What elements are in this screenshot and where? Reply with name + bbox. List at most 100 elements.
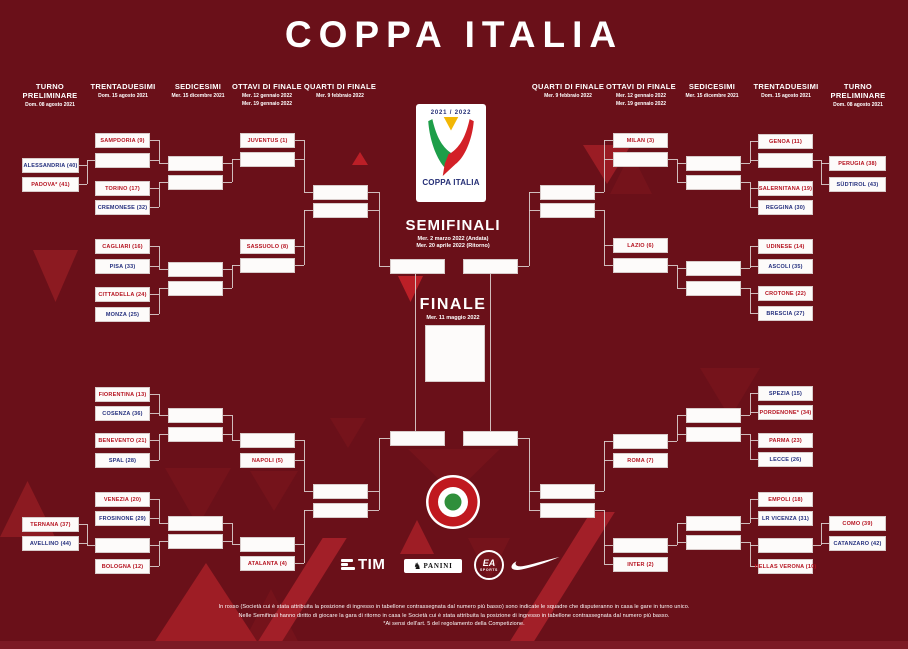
bracket-connector bbox=[604, 460, 613, 461]
team-label: NAPOLI (5) bbox=[251, 457, 284, 464]
bracket-connector bbox=[379, 266, 390, 267]
winner-slot bbox=[168, 156, 223, 171]
panini-logo: ♞ PANINI bbox=[404, 559, 462, 573]
winner-slot bbox=[686, 516, 741, 531]
bracket-connector bbox=[295, 460, 304, 461]
bracket-connector bbox=[604, 545, 613, 546]
team-box: LECCE (26) bbox=[758, 452, 813, 467]
bracket-connector bbox=[304, 491, 313, 492]
bracket-connector bbox=[741, 434, 750, 435]
finale-match-slot bbox=[425, 325, 485, 382]
bracket-connector bbox=[150, 207, 159, 208]
team-box bbox=[613, 152, 668, 167]
bracket-connector bbox=[150, 545, 159, 546]
team-label: MONZA (25) bbox=[105, 311, 140, 318]
team-label: SPEZIA (15) bbox=[768, 390, 803, 397]
bracket-connector bbox=[159, 434, 168, 435]
team-box: AVELLINO (44) bbox=[22, 536, 79, 551]
team-box: FROSINONE (29) bbox=[95, 511, 150, 526]
bracket-connector bbox=[379, 438, 390, 439]
footer-line-1: In rosso (Società cui è stata attribuita… bbox=[218, 604, 690, 610]
bracket-connector bbox=[223, 541, 232, 542]
team-label: PORDENONE* (34) bbox=[759, 409, 812, 416]
bracket-connector bbox=[232, 265, 233, 288]
bracket-connector bbox=[368, 192, 379, 193]
footer-line-3: *Ai sensi dell'art. 5 del regolamento de… bbox=[383, 621, 525, 628]
bracket-connector bbox=[750, 141, 758, 142]
footer-legend: In rosso (Società cui è stata attribuita… bbox=[0, 603, 908, 629]
bracket-connector bbox=[821, 163, 829, 164]
team-label: BOLOGNA (12) bbox=[101, 563, 144, 570]
bracket-connector bbox=[232, 523, 233, 544]
team-box: PISA (33) bbox=[95, 259, 150, 274]
team-box: ASCOLI (35) bbox=[758, 259, 813, 274]
bracket-connector bbox=[87, 524, 88, 545]
bracket-connector bbox=[750, 393, 758, 394]
team-box: CAGLIARI (16) bbox=[95, 239, 150, 254]
team-box: COSENZA (36) bbox=[95, 406, 150, 421]
bracket-connector bbox=[368, 210, 379, 211]
bracket-connector bbox=[604, 140, 605, 192]
bracket-connector bbox=[79, 184, 87, 185]
bracket-connector bbox=[741, 523, 750, 524]
team-box: INTER (2) bbox=[613, 557, 668, 572]
team-label: INTER (2) bbox=[627, 561, 654, 568]
bracket-connector bbox=[677, 159, 678, 182]
bracket-connector bbox=[595, 192, 604, 193]
team-label: VENEZIA (20) bbox=[103, 496, 142, 503]
bracket-connector bbox=[150, 160, 159, 161]
bracket-connector bbox=[529, 510, 540, 511]
team-label: CROTONE (22) bbox=[764, 290, 807, 297]
team-box: CITTADELLA (24) bbox=[95, 287, 150, 302]
team-label: EMPOLI (18) bbox=[768, 496, 803, 503]
bracket-connector bbox=[821, 523, 822, 545]
bracket-connector bbox=[741, 542, 750, 543]
team-label: PISA (33) bbox=[109, 263, 136, 270]
bracket-connector bbox=[304, 510, 313, 511]
team-label: TERNANA (37) bbox=[30, 521, 71, 528]
ea-label: EA bbox=[482, 557, 496, 568]
team-box: PORDENONE* (34) bbox=[758, 405, 813, 420]
poster-title: COPPA ITALIA bbox=[284, 14, 624, 55]
panini-knight-icon: ♞ bbox=[413, 560, 422, 571]
team-box: MONZA (25) bbox=[95, 307, 150, 322]
team-label: SÜDTIROL (43) bbox=[836, 181, 879, 188]
round-title: SEDICESIMI bbox=[688, 82, 736, 91]
bracket-connector bbox=[668, 545, 677, 546]
tim-bars-icon bbox=[341, 558, 355, 572]
bracket-connector bbox=[159, 434, 160, 460]
round-date: Mer. 19 gennaio 2022 bbox=[615, 100, 667, 107]
bracket-connector bbox=[750, 266, 758, 267]
bracket-connector bbox=[750, 182, 751, 207]
winner-slot bbox=[168, 516, 223, 531]
bracket-connector bbox=[150, 294, 159, 295]
team-label: CATANZARO (42) bbox=[833, 540, 882, 547]
team-box: GENOA (11) bbox=[758, 134, 813, 149]
team-box: SAMPDORIA (9) bbox=[95, 133, 150, 148]
team-box bbox=[613, 538, 668, 553]
tim-label: TIM bbox=[358, 556, 386, 573]
bracket-connector bbox=[750, 207, 758, 208]
round-date: Mer. 12 gennaio 2022 bbox=[615, 92, 667, 99]
team-label: COSENZA (36) bbox=[102, 410, 143, 417]
team-box: JUVENTUS (1) bbox=[240, 133, 295, 148]
bracket-connector bbox=[750, 288, 751, 313]
round-header-sedicesimi-left: SEDICESIMI Mer. 15 dicembre 2021 bbox=[158, 82, 238, 99]
winner-slot bbox=[313, 484, 368, 499]
team-box: PADOVA* (41) bbox=[22, 177, 79, 192]
team-box bbox=[240, 152, 295, 167]
bracket-connector bbox=[150, 566, 159, 567]
round-date: Mer. 12 gennaio 2022 bbox=[241, 92, 293, 99]
bracket-connector bbox=[223, 163, 232, 164]
bracket-connector bbox=[750, 499, 751, 523]
winner-slot bbox=[168, 408, 223, 423]
team-label: SASSUOLO (8) bbox=[246, 243, 289, 250]
bracket-connector bbox=[159, 541, 160, 566]
team-box: ATALANTA (4) bbox=[240, 556, 295, 571]
winner-slot bbox=[540, 503, 595, 518]
team-label: PARMA (23) bbox=[769, 437, 802, 444]
bracket-connector bbox=[821, 523, 829, 524]
winner-slot bbox=[540, 185, 595, 200]
bracket-connector bbox=[813, 160, 821, 161]
